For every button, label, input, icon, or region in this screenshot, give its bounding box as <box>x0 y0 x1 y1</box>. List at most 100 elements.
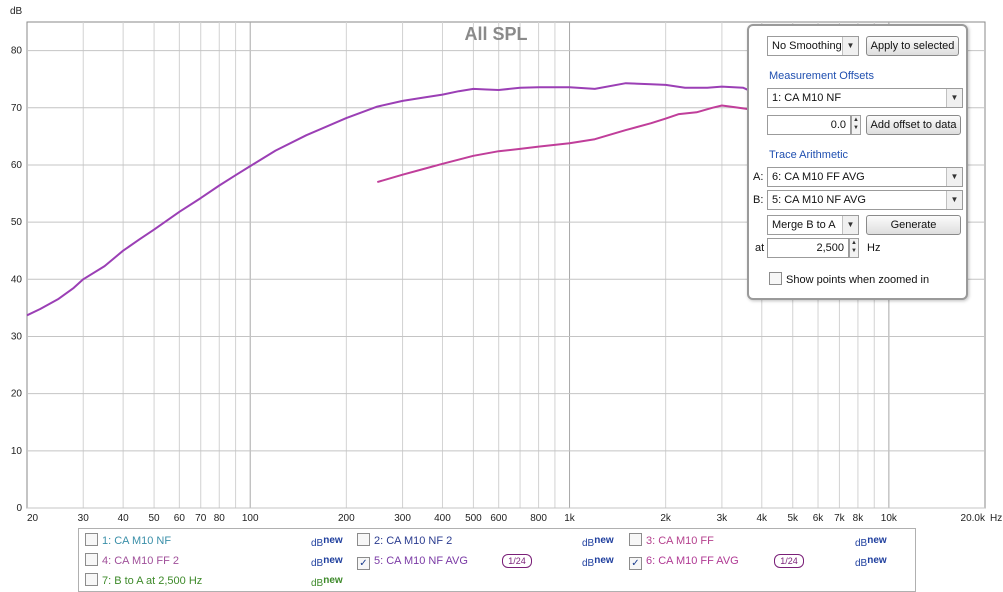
x-tick-label: 300 <box>394 513 411 524</box>
new-db-button[interactable]: dBnew <box>311 555 343 569</box>
x-tick-label: 3k <box>717 513 729 524</box>
legend-item[interactable]: ✓ 5: CA M10 NF AVG <box>357 553 468 570</box>
frequency-value: 2,500 <box>816 242 844 254</box>
chevron-down-icon: ▼ <box>946 89 962 107</box>
offset-measurement-dropdown[interactable]: 1: CA M10 NF ▼ <box>767 88 963 108</box>
show-points-label: Show points when zoomed in <box>786 274 930 286</box>
frequency-input[interactable]: 2,500 <box>767 238 849 258</box>
y-tick-label: 30 <box>11 331 23 342</box>
chevron-down-icon: ▼ <box>842 37 858 55</box>
x-tick-label: 2k <box>660 513 672 524</box>
at-label: at <box>755 242 765 254</box>
series-line-1 <box>26 82 756 317</box>
new-db-button[interactable]: dBnew <box>311 535 343 549</box>
legend-label: 4: CA M10 FF 2 <box>102 555 180 567</box>
apply-to-selected-button[interactable]: Apply to selected <box>866 36 959 56</box>
y-tick-label: 10 <box>11 446 23 457</box>
x-tick-label: 40 <box>118 513 130 524</box>
x-tick-label: 400 <box>434 513 451 524</box>
legend-checkbox[interactable] <box>85 573 98 586</box>
new-db-button[interactable]: dBnew <box>311 575 343 589</box>
legend-checkbox[interactable]: ✓ <box>357 557 370 570</box>
legend-item[interactable]: 7: B to A at 2,500 Hz <box>85 573 202 589</box>
trace-a-dropdown[interactable]: 6: CA M10 FF AVG ▼ <box>767 167 963 187</box>
y-tick-label: 0 <box>16 503 22 514</box>
series-line-2 <box>377 104 752 184</box>
y-tick-label: 50 <box>11 217 23 228</box>
smoothing-badge[interactable]: 1/24 <box>774 554 804 568</box>
trace-a-label: A: <box>753 171 764 183</box>
legend-checkbox[interactable] <box>85 553 98 566</box>
x-axis-labels: 20 30 40 50 60 70 80 100 200 300 400 500 600 800 1k 2k 3… <box>27 513 986 524</box>
y-tick-label: 40 <box>11 274 23 285</box>
legend-checkbox[interactable]: ✓ <box>629 557 642 570</box>
x-tick-label: 20 <box>27 513 39 524</box>
offset-measurement-value: 1: CA M10 NF <box>772 92 842 104</box>
smoothing-dropdown[interactable]: No Smoothing ▼ <box>767 36 859 56</box>
legend-item[interactable]: 3: CA M10 FF <box>629 533 714 549</box>
frequency-spinner[interactable]: ▲ ▼ <box>849 238 859 258</box>
new-db-button[interactable]: dBnew <box>855 555 887 569</box>
x-tick-label: 20.0k <box>961 513 986 524</box>
legend-checkbox[interactable] <box>629 533 642 546</box>
y-axis-unit-label: dB <box>10 6 23 17</box>
x-tick-label: 500 <box>465 513 482 524</box>
x-tick-label: 4k <box>757 513 769 524</box>
x-tick-label: 60 <box>174 513 186 524</box>
x-tick-label: 6k <box>813 513 825 524</box>
legend-item[interactable]: 2: CA M10 NF 2 <box>357 533 452 549</box>
smoothing-badge[interactable]: 1/24 <box>502 554 532 568</box>
y-tick-label: 80 <box>11 46 23 57</box>
new-db-button[interactable]: dBnew <box>582 555 614 569</box>
x-tick-label: 10k <box>881 513 898 524</box>
legend-item[interactable]: 4: CA M10 FF 2 <box>85 553 179 569</box>
operation-dropdown[interactable]: Merge B to A ▼ <box>767 215 859 235</box>
add-offset-button[interactable]: Add offset to data <box>866 115 961 135</box>
trace-b-label: B: <box>753 194 764 206</box>
x-tick-label: 1k <box>564 513 576 524</box>
operation-value: Merge B to A <box>772 219 836 231</box>
legend-checkbox[interactable] <box>357 533 370 546</box>
x-tick-label: 7k <box>834 513 846 524</box>
legend-label: 7: B to A at 2,500 Hz <box>102 575 203 587</box>
chart-series <box>26 82 756 317</box>
legend-checkbox[interactable] <box>85 533 98 546</box>
legend-item[interactable]: 1: CA M10 NF <box>85 533 171 549</box>
x-tick-label: 600 <box>490 513 507 524</box>
smoothing-value: No Smoothing <box>772 40 842 52</box>
y-axis-labels: 0 10 20 30 40 50 60 70 80 <box>11 46 23 514</box>
x-tick-label: 70 <box>195 513 207 524</box>
offset-value: 0.0 <box>830 119 846 131</box>
show-points-checkbox[interactable] <box>769 272 782 285</box>
offset-spinner[interactable]: ▲ ▼ <box>851 115 861 135</box>
hz-label: Hz <box>867 242 881 254</box>
new-db-button[interactable]: dBnew <box>582 535 614 549</box>
x-axis-unit-label: Hz <box>990 513 1002 524</box>
legend-label: 3: CA M10 FF <box>646 535 714 547</box>
generate-button[interactable]: Generate <box>866 215 961 235</box>
y-tick-label: 20 <box>11 389 23 400</box>
chevron-down-icon: ▼ <box>842 216 858 234</box>
x-tick-label: 200 <box>338 513 355 524</box>
legend-label: 6: CA M10 FF AVG <box>646 555 739 567</box>
x-tick-label: 5k <box>787 513 799 524</box>
legend-item[interactable]: ✓ 6: CA M10 FF AVG <box>629 553 739 570</box>
measurement-offsets-header: Measurement Offsets <box>769 70 874 82</box>
show-points-option[interactable]: Show points when zoomed in <box>769 272 929 286</box>
chevron-down-icon: ▼ <box>946 191 962 209</box>
trace-a-value: 6: CA M10 FF AVG <box>772 171 865 183</box>
x-tick-label: 80 <box>214 513 226 524</box>
y-tick-label: 60 <box>11 160 23 171</box>
legend-label: 1: CA M10 NF <box>102 535 172 547</box>
offset-value-input[interactable]: 0.0 <box>767 115 851 135</box>
x-tick-label: 30 <box>78 513 90 524</box>
x-tick-label: 100 <box>242 513 259 524</box>
chevron-down-icon: ▼ <box>946 168 962 186</box>
new-db-button[interactable]: dBnew <box>855 535 887 549</box>
x-tick-label: 50 <box>149 513 161 524</box>
trace-b-value: 5: CA M10 NF AVG <box>772 194 866 206</box>
y-tick-label: 70 <box>11 103 23 114</box>
x-tick-label: 800 <box>530 513 547 524</box>
trace-b-dropdown[interactable]: 5: CA M10 NF AVG ▼ <box>767 190 963 210</box>
trace-arithmetic-header: Trace Arithmetic <box>769 149 849 161</box>
